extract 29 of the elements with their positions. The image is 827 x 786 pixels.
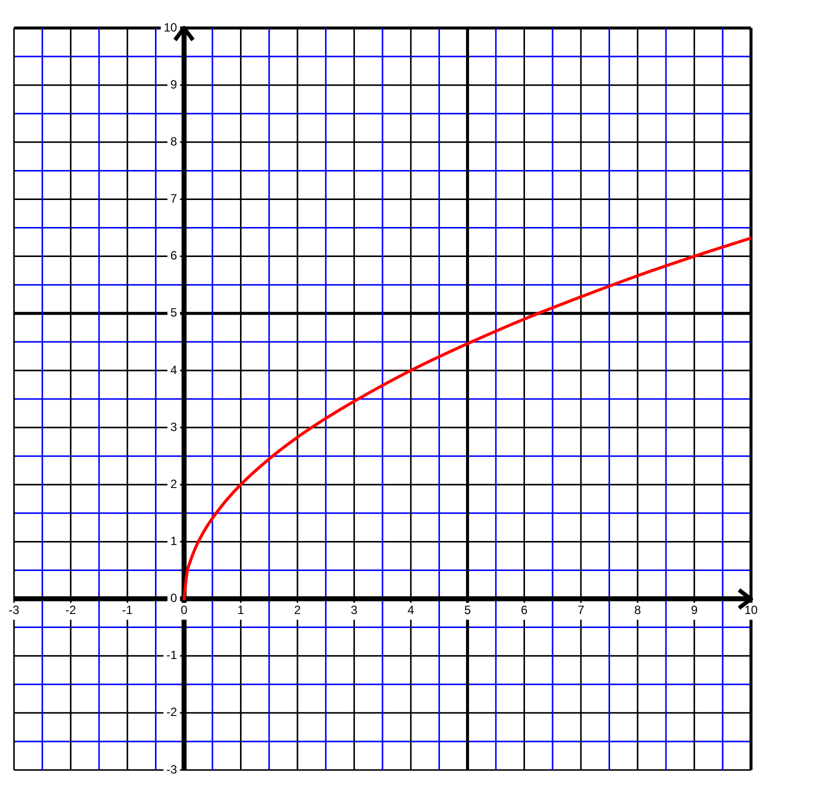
y-tick-label: -3 <box>166 762 178 776</box>
x-tick-label: 10 <box>744 603 758 618</box>
x-tick-label: -3 <box>8 603 20 618</box>
x-tick-label: 5 <box>464 603 472 618</box>
y-tick-label: -2 <box>166 705 178 720</box>
x-tick-label: -1 <box>122 603 134 618</box>
y-tick-label: 10 <box>164 20 178 34</box>
y-tick-label: 4 <box>170 362 178 377</box>
y-tick-label: 1 <box>170 534 178 548</box>
x-tick-label: 3 <box>350 603 358 618</box>
x-tick-label: 4 <box>408 603 414 618</box>
y-tick-label: 8 <box>170 134 178 148</box>
y-tick-label: 7 <box>170 192 178 206</box>
y-tick-label: 0 <box>170 591 178 606</box>
x-tick-label: -2 <box>65 603 76 618</box>
x-tick-label: 6 <box>520 603 528 618</box>
y-tick-label: 2 <box>170 476 178 491</box>
y-tick-label: 9 <box>170 77 178 92</box>
x-tick-label: 8 <box>634 603 642 618</box>
y-tick-label: 5 <box>170 306 178 320</box>
line-series <box>182 236 751 600</box>
x-tick-label: 2 <box>294 603 302 618</box>
x-tick-label: 9 <box>690 603 698 618</box>
y-tick-label: 3 <box>170 420 178 434</box>
x-tick-label: 0 <box>180 603 188 618</box>
x-tick-label: 7 <box>578 603 585 618</box>
y-tick-label: 6 <box>170 248 178 263</box>
y-tick-label: -1 <box>166 648 178 662</box>
x-tick-label: 1 <box>237 603 244 618</box>
